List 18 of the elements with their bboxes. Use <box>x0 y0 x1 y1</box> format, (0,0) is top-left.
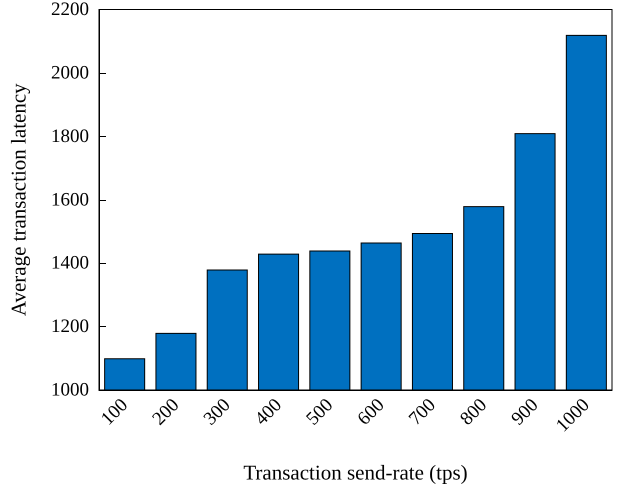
x-axis-title: Transaction send-rate (tps) <box>243 460 468 484</box>
x-tick-label: 100 <box>97 394 132 430</box>
x-tick-label: 800 <box>456 394 492 430</box>
x-tick-label: 600 <box>354 394 389 430</box>
y-tick-label: 2200 <box>51 0 89 20</box>
y-tick-label: 1200 <box>51 316 89 338</box>
y-tick-label: 1000 <box>51 380 89 400</box>
y-tick-label: 1600 <box>51 189 89 210</box>
x-tick-label: 700 <box>404 394 440 430</box>
y-tick-label: 1800 <box>51 126 89 147</box>
y-tick-label: 2000 <box>51 62 89 84</box>
y-tick-label: 1400 <box>51 252 89 274</box>
x-tick-label: 200 <box>148 394 184 430</box>
x-tick-label: 500 <box>302 394 338 430</box>
y-axis-title: Average transaction latency <box>6 82 30 316</box>
x-tick-label: 300 <box>200 394 235 430</box>
x-tick-label: 900 <box>507 394 542 430</box>
x-tick-label: 400 <box>250 394 286 430</box>
